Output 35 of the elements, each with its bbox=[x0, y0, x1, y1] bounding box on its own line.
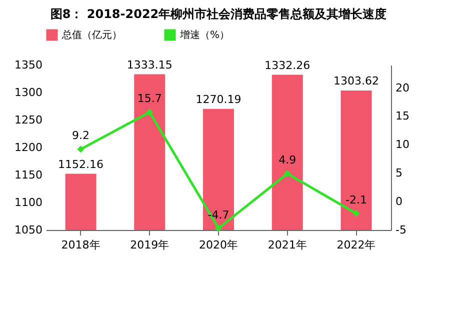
y-tick-label: 1200 bbox=[14, 141, 42, 154]
point bbox=[352, 210, 360, 218]
y2-tick-label: 0 bbox=[396, 195, 402, 208]
y2-tick-label: 10 bbox=[396, 138, 410, 152]
data-label: 1303.62 bbox=[333, 74, 379, 88]
x-tick-label: 2019年 bbox=[130, 238, 170, 252]
y-tick-label: 1050 bbox=[14, 224, 42, 236]
point bbox=[284, 170, 291, 178]
data-label: 15.7 bbox=[137, 92, 162, 106]
data-label: 1152.16 bbox=[58, 158, 104, 171]
x-tick-label: 2022年 bbox=[336, 238, 376, 252]
y2-tick-label: -5 bbox=[396, 224, 406, 236]
data-label: 4.9 bbox=[278, 154, 296, 167]
y2-tick-label: 20 bbox=[396, 81, 410, 94]
y-tick-label: 1300 bbox=[14, 86, 42, 99]
y-tick-label: 1150 bbox=[14, 168, 42, 182]
data-label: 9.2 bbox=[72, 129, 90, 142]
y-tick-label: 1350 bbox=[14, 58, 42, 72]
y-tick-label: 1250 bbox=[14, 114, 42, 126]
x-tick-label: 2020年 bbox=[199, 238, 238, 252]
point bbox=[214, 224, 222, 232]
x-tick-label: 2021年 bbox=[268, 238, 307, 252]
data-label: -2.1 bbox=[345, 194, 367, 206]
y-tick-label: 1100 bbox=[14, 196, 42, 209]
data-label: 1333.15 bbox=[126, 58, 172, 72]
legend-label: 总值（亿元） bbox=[61, 29, 122, 41]
x-tick-label: 2018年 bbox=[61, 238, 100, 252]
data-label: 1332.26 bbox=[264, 58, 310, 72]
point bbox=[77, 146, 84, 153]
chart-title: 图8： 2018-2022年柳州市社会消费品零售总额及其增长速度 bbox=[50, 7, 387, 21]
legend-label: 增速（%） bbox=[179, 29, 230, 41]
data-label: 1270.19 bbox=[196, 92, 242, 106]
y2-tick-label: 5 bbox=[396, 166, 402, 180]
y2-tick-label: 15 bbox=[396, 110, 410, 123]
point bbox=[146, 108, 154, 116]
